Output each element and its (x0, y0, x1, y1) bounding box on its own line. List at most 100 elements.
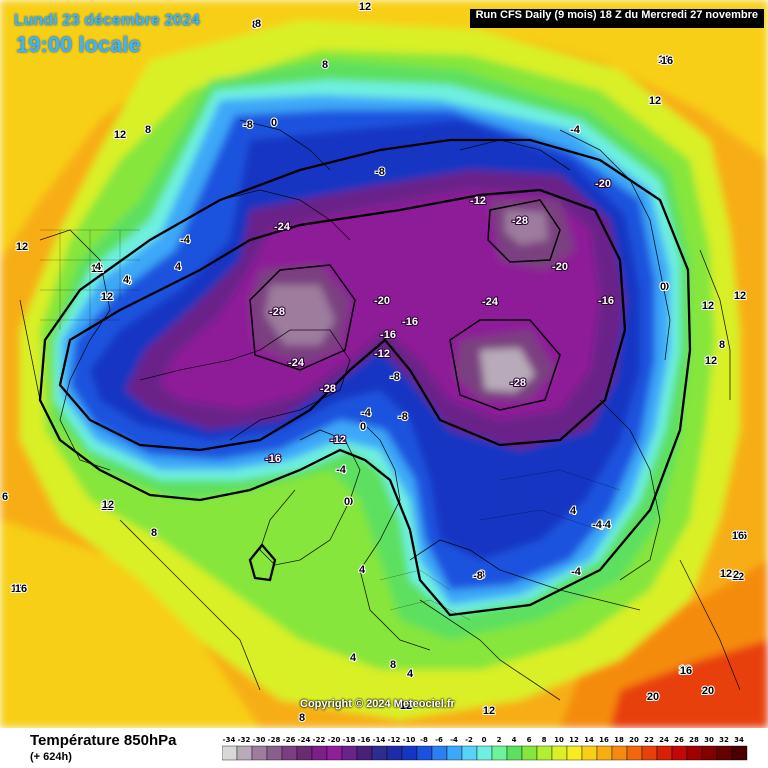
contour-value-label: 4 (359, 564, 366, 576)
contour-value-label: 12 (91, 263, 103, 275)
contour-value-label: -4 (601, 519, 612, 531)
contour-value-label: -28 (510, 377, 526, 389)
contour-value-label: 0 (271, 117, 277, 129)
contour-value-label: 12 (702, 300, 714, 312)
legend-swatch (401, 745, 418, 761)
color-scale-legend: -34 -32 -30 -28 -26 -24 -22 -20 -18 -16 -14 -12 -10-… (222, 736, 748, 761)
legend-swatch (356, 745, 373, 761)
legend-swatch (431, 745, 448, 761)
contour-value-label: 0 (663, 281, 669, 293)
legend-swatch (686, 745, 703, 761)
legend-swatch (386, 745, 403, 761)
borders (40, 229, 621, 621)
legend-tick-label: -14 (373, 736, 386, 744)
contour-value-label: 6 (2, 491, 8, 503)
contour-value-label: 4 (570, 505, 577, 517)
contour-value-label: -12 (374, 348, 390, 360)
contour-value-label: -16 (265, 453, 281, 465)
legend-swatch (671, 745, 688, 761)
contour-value-label: -8 (243, 119, 253, 131)
contour-value-label: 8 (145, 124, 151, 136)
legend-tick-label: -2 (465, 736, 473, 744)
legend-tick-label: 32 (719, 736, 729, 744)
legend-swatch (536, 745, 553, 761)
legend-swatch (701, 745, 718, 761)
legend-tick-label: -6 (435, 736, 443, 744)
cold-core-isotherms (249, 199, 561, 411)
legend-tick-label: -22 (313, 736, 326, 744)
contour-value-label: -12 (330, 434, 346, 446)
contour-value-label: 16 (11, 583, 23, 595)
contour-value-label: -8 (473, 570, 483, 582)
contour-value-label: -16 (402, 316, 418, 328)
legend-tick-label: -4 (450, 736, 458, 744)
legend-tick-label: 34 (734, 736, 744, 744)
contour-value-label: -20 (374, 295, 390, 307)
copyright-notice: Copyright © 2024 Meteociel.fr (300, 698, 455, 710)
contour-value-label: -28 (320, 383, 336, 395)
legend-tick-label: -24 (298, 736, 311, 744)
legend-swatch (251, 745, 268, 761)
legend-swatch (656, 745, 673, 761)
legend-tick-label: -28 (268, 736, 281, 744)
contour-value-label: 0 (344, 496, 350, 508)
contour-value-label: 8 (719, 339, 725, 351)
legend-swatch (416, 745, 433, 761)
legend-swatch (521, 745, 538, 761)
legend-tick-label: 2 (497, 736, 502, 744)
contour-value-label: 4 (350, 652, 357, 664)
contour-value-label: -4 (571, 566, 582, 578)
contour-value-label: 0 (360, 421, 366, 433)
contour-value-label: -4 (592, 519, 603, 531)
legend-swatch (281, 745, 298, 761)
legend-swatch (566, 745, 583, 761)
contour-value-label: -12 (470, 195, 486, 207)
legend-tick-label: -20 (328, 736, 341, 744)
legend-swatch (461, 745, 478, 761)
contour-value-label: 16 (732, 530, 744, 542)
contour-value-label: 12 (102, 499, 114, 511)
model-run-info: Run CFS Daily (9 mois) 18 Z du Mercredi … (469, 9, 764, 28)
temperature-field (0, 0, 768, 728)
contour-value-label: 16 (661, 55, 673, 67)
legend-swatch (626, 745, 643, 761)
contour-value-label: 12 (705, 355, 717, 367)
contour-value-label: 8 (322, 59, 328, 71)
contour-value-label: 12 (359, 1, 371, 13)
legend-swatch (476, 745, 493, 761)
legend-tick-label: -16 (358, 736, 371, 744)
contour-value-label: 12 (101, 291, 113, 303)
legend-tick-label: 24 (659, 736, 669, 744)
contour-value-label: 12 (649, 95, 661, 107)
legend-tick-label: -18 (343, 736, 356, 744)
legend-tick-label: 26 (674, 736, 684, 744)
contour-value-label: -24 (288, 357, 305, 369)
contour-value-label: 12 (720, 568, 732, 580)
legend-swatch (491, 745, 508, 761)
contour-value-label: 16 (680, 665, 692, 677)
legend-swatch (371, 745, 388, 761)
contour-value-label: -16 (380, 329, 396, 341)
legend-tick-label: 22 (644, 736, 654, 744)
contour-value-label: 12 (727, 569, 739, 581)
legend-tick-label: 10 (554, 736, 564, 744)
contour-value-label: 16 (679, 664, 691, 676)
contour-value-label: -4 (180, 234, 191, 246)
legend-tick-label: 0 (482, 736, 487, 744)
contour-value-label: -8 (390, 371, 400, 383)
contour-value-label: -8 (398, 411, 408, 423)
contour-value-label: 12 (483, 705, 495, 717)
legend-tick-label: 12 (569, 736, 579, 744)
contour-value-label: -4 (336, 464, 347, 476)
legend-tick-label: -32 (238, 736, 251, 744)
contour-value-label: -24 (482, 296, 499, 308)
contour-value-label: 8 (390, 659, 396, 671)
contour-value-label: 4 (95, 261, 102, 273)
contour-value-label: 4 (123, 274, 130, 286)
contour-value-label: -28 (512, 215, 528, 227)
legend-swatch (716, 745, 733, 761)
legend-tick-label: -26 (283, 736, 296, 744)
legend-swatch (236, 745, 253, 761)
legend-tick-label: 28 (689, 736, 699, 744)
legend-swatch (731, 745, 748, 761)
